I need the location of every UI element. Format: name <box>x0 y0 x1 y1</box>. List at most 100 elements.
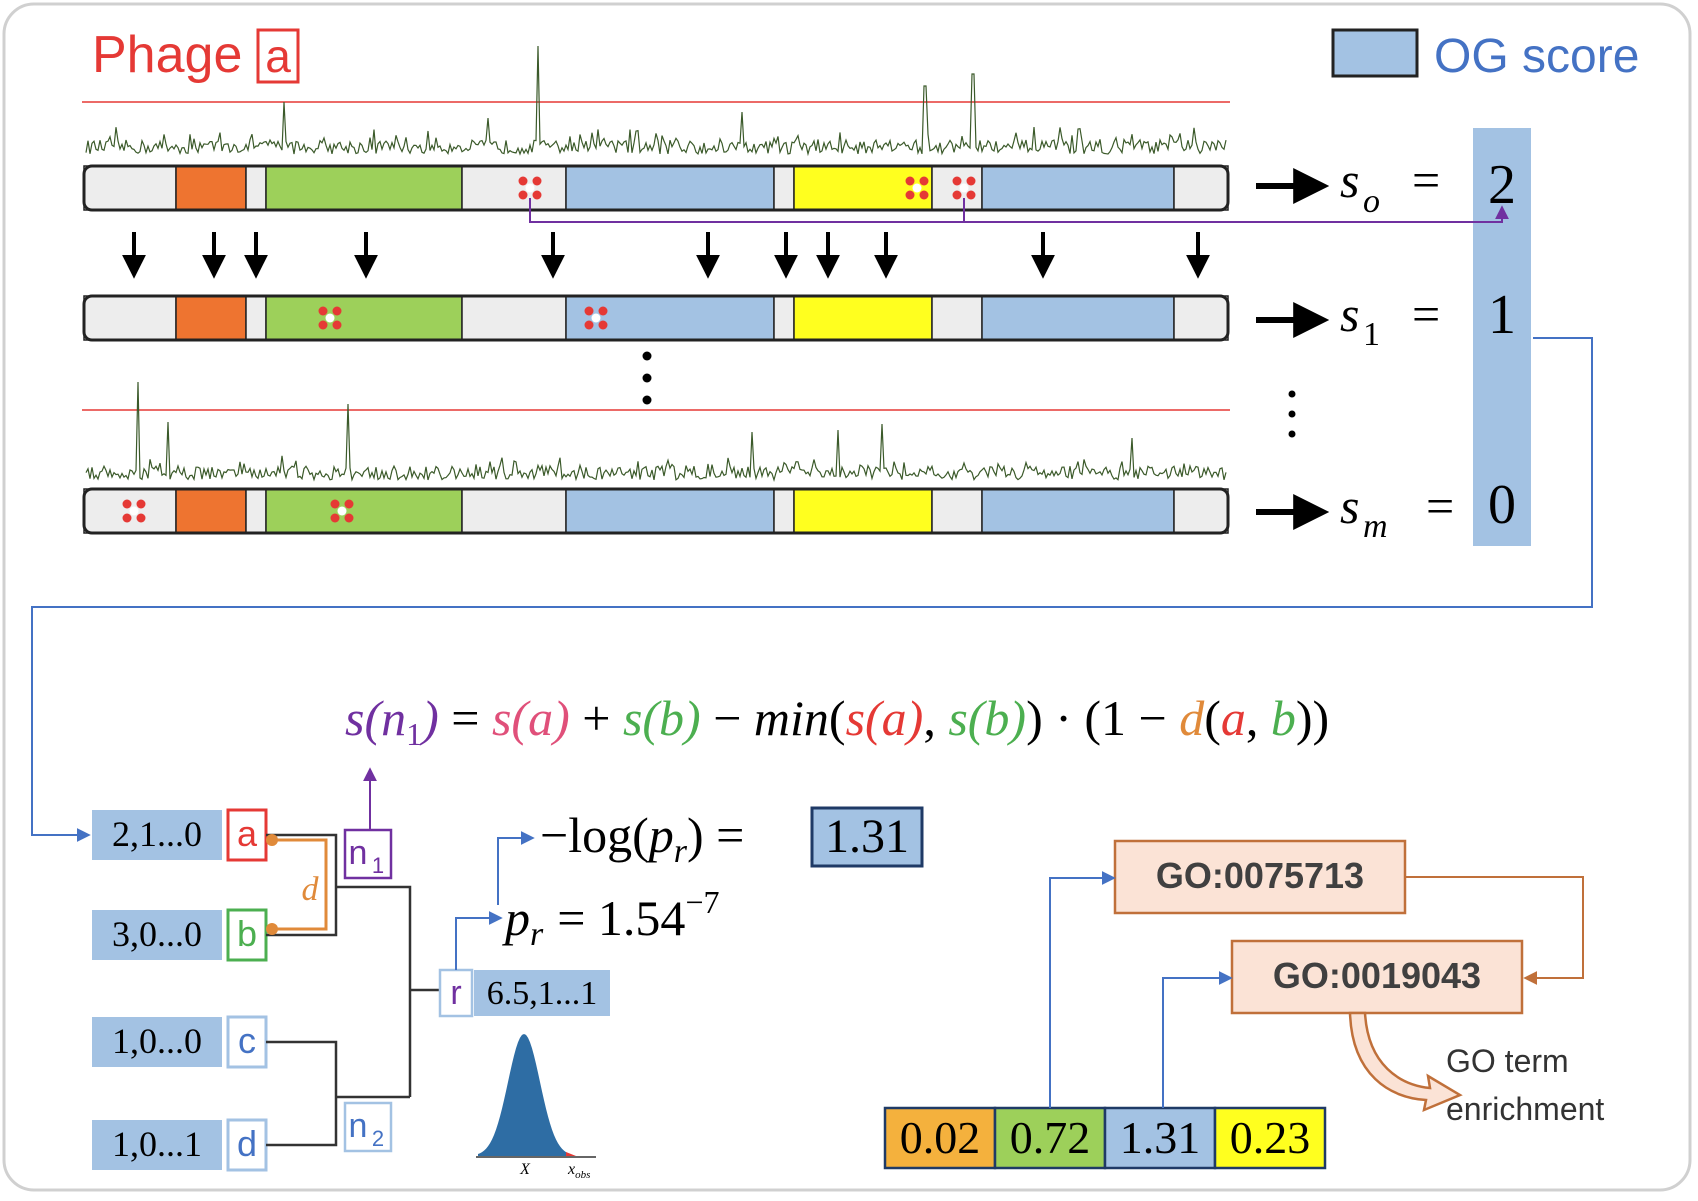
signal-trace-top <box>85 45 1227 157</box>
score-equals-s1: = <box>1412 286 1440 342</box>
leaf-label-c: c <box>238 1020 256 1061</box>
leaf-vector-c: 1,0...0 <box>112 1021 202 1061</box>
shuffle-arrows <box>122 232 1210 279</box>
gene-segment <box>461 488 567 534</box>
gene-segment <box>981 488 1175 534</box>
neglog-pvalue-row: −log(pr) = 1.31 <box>540 806 924 870</box>
score-cell-value: 0.02 <box>900 1112 981 1163</box>
score-value-s1: 1 <box>1488 284 1516 346</box>
gene-segment <box>773 165 795 211</box>
score-symbol-s1: s <box>1340 286 1359 342</box>
node-n1-sub: 1 <box>372 853 384 878</box>
phage-title: Phage <box>92 26 242 84</box>
gene-segment <box>565 488 775 534</box>
gene-segment <box>175 488 247 534</box>
gene-segment <box>245 165 267 211</box>
og-score-legend-label: OG score <box>1434 30 1639 83</box>
formula-part: s(b) <box>623 690 701 746</box>
histogram-tail <box>566 1152 576 1156</box>
gene-segment <box>793 165 933 211</box>
gene-segment <box>245 295 267 341</box>
cell-to-go2-arrow <box>1162 971 1233 1108</box>
score-cell <box>1213 1106 1327 1170</box>
marker-cross-icon <box>122 499 146 523</box>
go-term-1: GO:0075713 <box>1156 855 1364 896</box>
gene-segment <box>461 295 567 341</box>
node-n2-sub: 2 <box>372 1126 384 1151</box>
score-equals-s0: = <box>1412 152 1440 208</box>
gene-segment <box>931 488 983 534</box>
formula-part: 1 <box>406 716 422 752</box>
gene-segment <box>773 295 795 341</box>
marker-cross-icon <box>952 176 976 200</box>
signal-trace-bottom <box>85 381 1227 483</box>
formula-part: s(n <box>345 690 406 746</box>
score-cell-value: 0.23 <box>1230 1112 1311 1163</box>
formula-part: s(b) <box>948 690 1026 746</box>
track-outline <box>82 294 1230 342</box>
score-cell <box>993 1106 1107 1170</box>
root-vector: 6.5,1...1 <box>487 975 598 1012</box>
neglog-value-box <box>810 806 924 868</box>
formula-part: ( <box>829 690 846 746</box>
leaf-vector-a: 2,1...0 <box>112 814 202 854</box>
gene-segment <box>83 295 177 341</box>
node-n1-box <box>343 828 393 880</box>
leaf-vector-d: 1,0...1 <box>112 1124 202 1164</box>
score-cell-value: 1.31 <box>1120 1112 1201 1163</box>
leaf-vector-b: 3,0...0 <box>112 914 202 954</box>
gene-segment <box>1173 295 1229 341</box>
score-vector-connector <box>31 337 1593 842</box>
formula-part: ( <box>1204 690 1221 746</box>
marker-cross-icon <box>330 499 354 523</box>
gene-segment <box>793 488 933 534</box>
gene-segment <box>1173 165 1229 211</box>
leaf-vector-box-d <box>92 1120 222 1170</box>
leaf-box-b <box>226 908 268 962</box>
branch-a-b <box>266 833 338 937</box>
formula-part: + <box>570 690 623 746</box>
og-score-legend-swatch <box>1331 28 1419 78</box>
node-n1-label: n <box>349 834 368 872</box>
track-outline <box>82 487 1230 535</box>
leaf-vector-box-b <box>92 910 222 960</box>
score-row-permutation-m: s m = 0 <box>1256 474 1516 545</box>
pvalue-text: pr = 1.54−7 <box>502 884 719 953</box>
leaf-label-b: b <box>237 913 257 954</box>
go-hierarchy-arrow <box>1405 876 1584 985</box>
genome-track-permutation-1 <box>82 294 1230 342</box>
score-symbol-sm-sub: m <box>1363 508 1388 545</box>
gene-segment <box>175 165 247 211</box>
gene-segment <box>931 165 983 211</box>
formula-part: s(a) <box>492 690 570 746</box>
neglog-value: 1.31 <box>825 810 909 863</box>
cell-to-go1-arrow <box>1049 871 1116 1108</box>
node-root-label: r <box>450 974 461 1012</box>
leaf-vector-box-a <box>92 810 222 860</box>
formula-part: , <box>1246 690 1271 746</box>
distance-bracket <box>266 834 328 935</box>
root-to-pvalue-arrow <box>455 911 503 970</box>
formula-part: d <box>1179 690 1205 746</box>
vertical-ellipsis-scores <box>1288 390 1296 438</box>
formula-part: = <box>439 690 492 746</box>
og-score-cells: 0.02 0.72 1.31 0.23 <box>883 1106 1327 1170</box>
formula-part: b <box>1271 690 1296 746</box>
formula-part: ) <box>419 690 439 746</box>
track-outline <box>82 164 1230 212</box>
gene-segment <box>265 165 463 211</box>
marker-cross-icon <box>905 176 929 200</box>
marker-cross-icon <box>318 306 342 330</box>
score-value-sm: 0 <box>1488 474 1516 536</box>
gene-segment <box>981 165 1175 211</box>
leaf-vector-box-c <box>92 1017 222 1067</box>
leaf-box-c <box>226 1015 268 1069</box>
leaf-box-a <box>226 808 268 862</box>
formula-part: a <box>1221 690 1246 746</box>
gene-segment <box>565 165 775 211</box>
og-score-column <box>1473 128 1531 546</box>
gene-segment <box>461 165 567 211</box>
phylogenetic-tree: 2,1...0 a 3,0...0 b 1,0...0 c 1,0...1 d … <box>92 767 610 1172</box>
formula-part: )) <box>1296 690 1329 746</box>
